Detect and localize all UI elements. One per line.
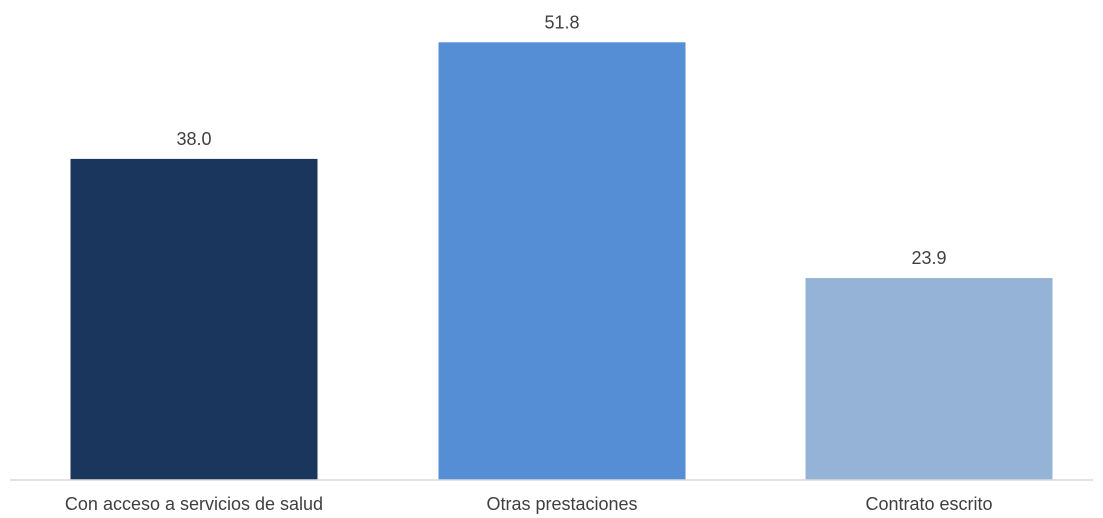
bar-1 bbox=[70, 158, 318, 480]
category-label-3: Contrato escrito bbox=[865, 494, 992, 514]
value-label-3: 23.9 bbox=[911, 248, 946, 268]
bar-2 bbox=[438, 42, 686, 480]
bar-3 bbox=[805, 278, 1053, 480]
category-label-2: Otras prestaciones bbox=[486, 494, 637, 514]
value-labels-group: 38.0 51.8 23.9 bbox=[176, 12, 946, 268]
value-label-2: 51.8 bbox=[544, 12, 579, 32]
bars-group bbox=[70, 42, 1053, 480]
value-label-1: 38.0 bbox=[176, 129, 211, 149]
category-label-1: Con acceso a servicios de salud bbox=[65, 494, 323, 514]
category-labels-group: Con acceso a servicios de salud Otras pre… bbox=[65, 494, 993, 514]
